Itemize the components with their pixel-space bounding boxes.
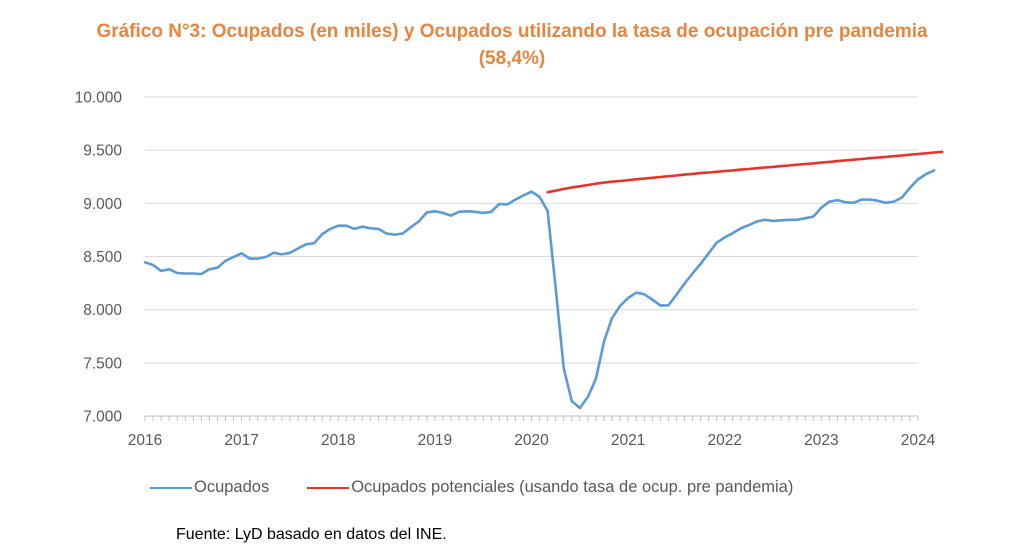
x-axis-ticks: 2016 2017 2018 2019 2020 2021 2022 2023 2024 [128, 432, 936, 449]
series-line-potenciales [546, 150, 944, 194]
gridlines [145, 96, 918, 364]
legend-swatch-potenciales [307, 486, 350, 489]
y-tick-label: 8.000 [83, 302, 122, 319]
source-note: Fuente: LyD basado en datos del INE. [176, 526, 447, 543]
x-axis [144, 415, 919, 421]
legend-swatch-ocupados [150, 486, 192, 489]
x-tick-label: 2021 [611, 432, 645, 449]
x-tick-label: 2018 [321, 432, 355, 449]
x-tick-label: 2019 [418, 432, 452, 449]
y-axis-ticks: 7.000 7.500 8.000 8.500 9.000 9.500 10.000 [75, 90, 123, 426]
legend-item-potenciales: Ocupados potenciales (usando tasa de ocu… [307, 478, 793, 497]
x-tick-label: 2016 [128, 432, 162, 449]
series-lines [143, 150, 944, 410]
x-tick-label: 2024 [901, 432, 936, 449]
legend-label-potenciales: Ocupados potenciales (usando tasa de ocu… [351, 478, 794, 496]
y-tick-label: 7.000 [83, 409, 122, 426]
y-tick-label: 7.500 [83, 355, 122, 372]
chart-title: Gráfico N°3: Ocupados (en miles) y Ocupa… [96, 21, 928, 42]
legend-item-ocupados: Ocupados [150, 478, 269, 497]
y-tick-label: 9.000 [83, 196, 122, 213]
legend: Ocupados Ocupados potenciales (usando ta… [150, 478, 831, 497]
chart-subtitle: (58,4%) [478, 48, 546, 69]
x-tick-label: 2023 [804, 432, 838, 449]
y-tick-label: 9.500 [83, 143, 122, 160]
legend-label-ocupados: Ocupados [194, 478, 270, 496]
series-line-ocupados [143, 169, 936, 410]
x-tick-label: 2022 [708, 432, 742, 449]
y-tick-label: 8.500 [83, 249, 122, 266]
x-tick-label: 2017 [224, 432, 258, 449]
x-tick-label: 2020 [514, 432, 549, 449]
y-tick-label: 10.000 [75, 90, 123, 107]
